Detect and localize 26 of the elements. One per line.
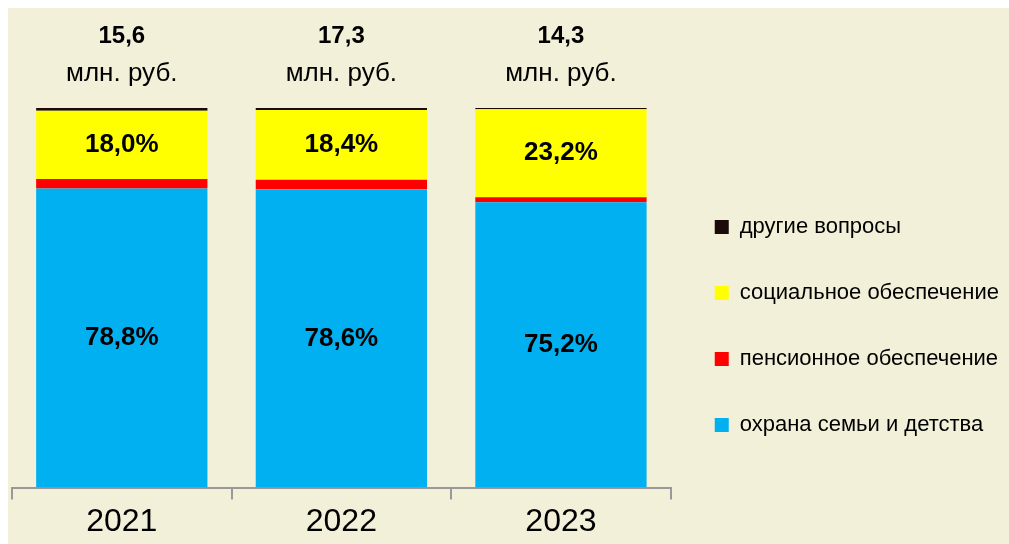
data-label: 18,0% [84,127,159,158]
legend-label: охрана семьи и детства [739,411,985,437]
bar [255,109,428,180]
bar [36,108,208,111]
data-label: 18,4% [304,127,379,158]
bar [475,109,647,198]
bar [475,197,647,203]
data-label: 75,2% [524,328,598,359]
text: 14,3 млн. руб. [505,20,617,88]
bar [36,110,208,179]
x-tick-label: 2022 [305,501,377,538]
data-label: 78,6% [304,321,379,352]
bar [475,202,647,488]
legend-label: пенсионное обеспечение [739,345,999,371]
bar [36,178,208,189]
data-label: 23,2% [524,136,598,167]
legend-label: социальное обеспечение [739,279,1000,305]
bar [36,188,208,488]
data-label: 78,8% [84,321,159,352]
text: 15,6 млн. руб. [66,20,178,88]
x-tick-label: 2021 [86,501,158,538]
text: 17,3 млн. руб. [285,20,398,88]
legend-label: другие вопросы [739,213,902,239]
bar [255,179,428,190]
bar [255,189,428,488]
x-tick-label: 2023 [525,501,597,538]
